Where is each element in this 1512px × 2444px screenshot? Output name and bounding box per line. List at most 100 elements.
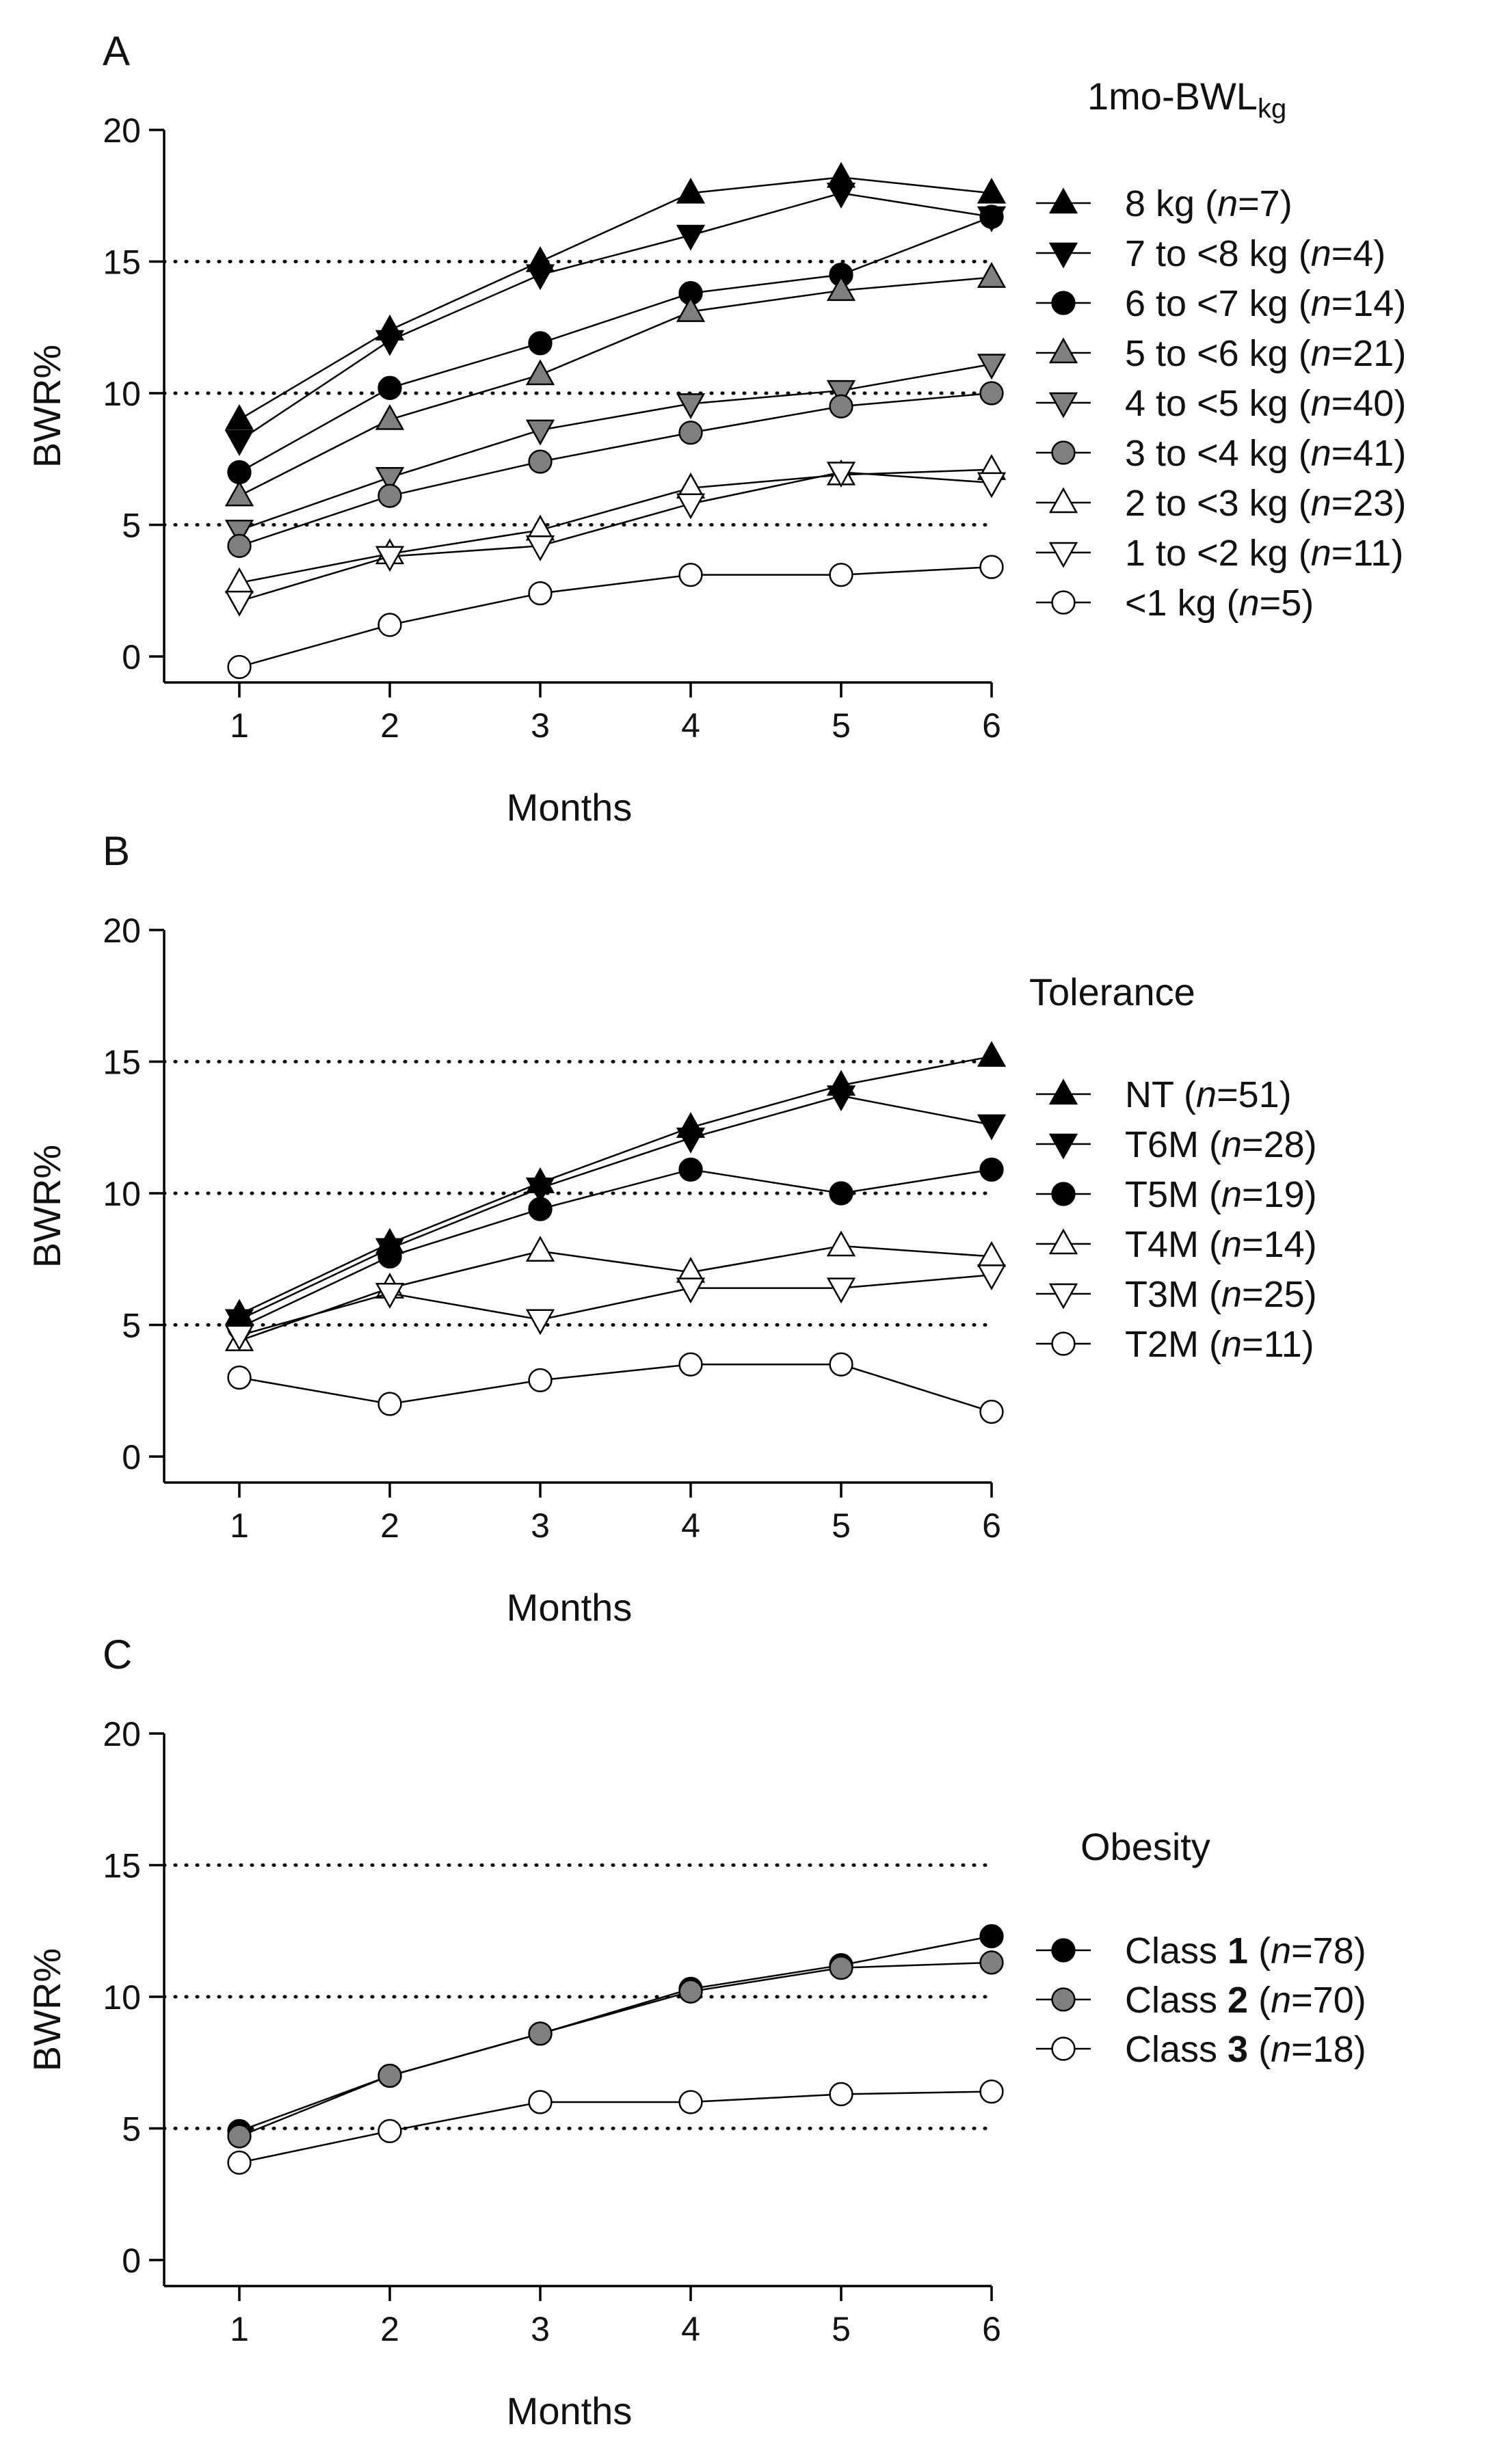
legend-label: 3 to <4 kg (n=41) [1125,433,1406,474]
x-tick-label: 1 [230,2310,249,2348]
data-point [377,2063,402,2088]
legend-label-part: =19) [1242,1174,1317,1215]
legend-label-part: ( [1248,2029,1271,2070]
legend-label-part: n [1311,283,1331,324]
series-2 [224,183,1007,456]
data-point [528,1368,553,1392]
legend-label-part: 8 kg [1125,183,1195,224]
data-point [377,2118,402,2144]
legend-marker [1051,291,1076,315]
x-tick-label: 1 [230,1506,249,1545]
legend-label-part: ( [1195,183,1217,224]
data-point [826,462,856,488]
data-point [676,177,706,204]
data-point [377,613,402,637]
y-tick-label: 0 [122,1438,141,1476]
data-point [826,380,856,406]
legend-label-part: n [1221,1324,1242,1365]
data-point [227,533,252,558]
data-point [826,1085,856,1112]
y-tick-label: 15 [103,243,141,282]
legend-label: Class 2 (n=70) [1125,1980,1366,2021]
data-point [525,1178,555,1204]
legend-item: T3M (n=25) [1036,1274,1317,1315]
series-line [239,276,992,497]
y-axis-title: BWR% [25,345,68,468]
legend-label-part: T4M [1125,1224,1199,1265]
series-line [239,1274,992,1337]
data-point [227,2124,252,2149]
legend-label: NT (n=51) [1125,1074,1292,1115]
data-point [224,480,254,507]
legend-title: 1mo-BWLkg [1087,75,1286,124]
data-point [826,183,856,209]
legend-label-part: =11) [1242,1324,1314,1365]
series-line [239,1095,992,1320]
legend-item: 8 kg (n=7) [1036,183,1292,224]
data-point [224,590,254,617]
legend-label-part: ( [1199,1274,1221,1315]
x-tick-label: 4 [681,1506,700,1545]
series-line [239,363,992,531]
data-point [224,430,254,456]
x-tick-label: 3 [531,706,550,745]
legend-label-part: =14) [1242,1224,1317,1265]
legend-label-part: ( [1288,233,1311,274]
data-point [977,1240,1007,1267]
legend-marker [1048,187,1078,214]
legend-label-part: n [1196,1074,1217,1115]
legend-marker [1051,1938,1076,1963]
legend-label-part: 5 to <6 kg [1125,333,1288,374]
x-tick-label: 2 [380,1506,399,1545]
x-tick-label: 3 [531,1506,550,1545]
data-point [676,296,706,322]
legend-label-part: =23) [1331,483,1407,524]
legend-title: Tolerance [1029,970,1195,1013]
legend-label-part: n [1311,433,1331,474]
x-tick-label: 6 [982,2310,1001,2348]
legend-label-part: 1 [1228,1930,1248,1971]
data-point [525,359,555,386]
legend-label-part: NT [1125,1074,1173,1115]
legend-label-part: n [1271,1980,1291,2021]
y-tick-label: 5 [122,2110,141,2149]
data-point [525,1309,555,1336]
legend-item: 4 to <5 kg (n=40) [1036,383,1406,424]
y-tick-label: 20 [103,111,141,150]
legend-item: Class 1 (n=78) [1036,1930,1366,1971]
legend-label-part: ( [1199,1124,1221,1165]
data-point [375,466,405,493]
legend-label: 5 to <6 kg (n=21) [1125,333,1406,374]
data-point [375,546,405,572]
series-line [239,392,992,547]
legend-label-part: ( [1217,583,1239,624]
legend-item: 6 to <7 kg (n=14) [1036,283,1406,324]
legend-label: 1 to <2 kg (n=11) [1125,533,1403,574]
legend-label-part: =51) [1217,1074,1292,1115]
y-tick-label: 0 [122,638,141,676]
legend-label: 6 to <7 kg (n=14) [1125,283,1406,324]
x-tick-label: 5 [832,2310,851,2348]
data-point [678,421,703,445]
legend-label-part: ( [1248,1980,1271,2021]
data-point [377,1392,402,1416]
series-line [239,1961,992,2138]
x-tick-label: 1 [230,706,249,745]
series-line [239,1055,992,1316]
legend-label: T4M (n=14) [1125,1224,1317,1265]
x-tick-label: 5 [832,706,851,745]
data-point [979,2079,1004,2104]
x-tick-label: 4 [681,706,700,745]
legend-label-part: ( [1288,433,1311,474]
x-axis-title: Months [507,2389,633,2432]
data-point [979,1157,1004,1182]
x-tick-label: 3 [531,2310,550,2348]
data-point [678,563,703,587]
legend-label-part: =4) [1331,233,1386,274]
legend-marker [1051,440,1076,465]
legend-label-part: 3 to <4 kg [1125,433,1288,474]
data-point [528,449,553,474]
panel-letter: A [103,28,130,74]
